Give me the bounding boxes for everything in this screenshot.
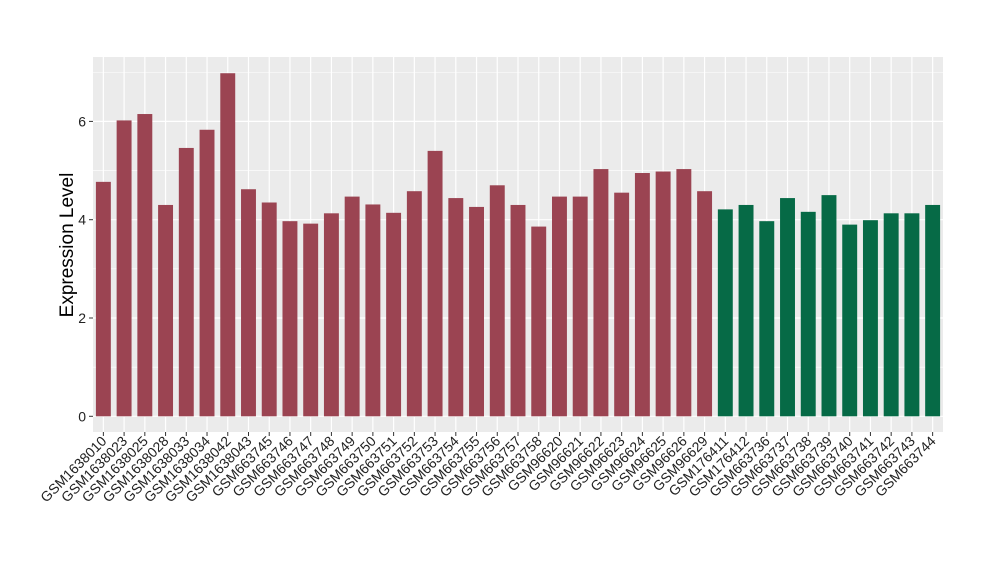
bar xyxy=(676,169,692,417)
bar xyxy=(862,220,878,417)
bar xyxy=(241,189,256,417)
bar xyxy=(842,224,858,417)
bar xyxy=(614,192,630,417)
bar xyxy=(116,120,132,417)
bar xyxy=(800,211,816,417)
bar xyxy=(95,181,111,417)
y-tick-label: 0 xyxy=(78,408,86,424)
bar xyxy=(303,223,319,417)
bar xyxy=(406,191,422,417)
bar xyxy=(655,171,671,417)
y-tick-label: 6 xyxy=(78,113,86,129)
y-axis-title: Expression Level xyxy=(57,173,78,318)
bar xyxy=(220,73,236,417)
bar xyxy=(925,204,941,417)
bar xyxy=(552,196,567,417)
bar xyxy=(323,213,339,417)
bar xyxy=(904,213,920,417)
bar xyxy=(178,147,194,417)
bar xyxy=(282,221,298,417)
bar xyxy=(572,196,588,417)
bar xyxy=(821,195,837,417)
bar xyxy=(344,196,360,417)
bar xyxy=(158,204,174,417)
bar xyxy=(448,198,464,417)
bar xyxy=(883,213,899,417)
y-tick-label: 4 xyxy=(78,212,86,228)
bar xyxy=(593,169,609,417)
bar xyxy=(427,150,443,417)
bar xyxy=(697,191,713,417)
bar xyxy=(489,185,505,417)
bar xyxy=(531,226,547,417)
bar xyxy=(510,204,526,417)
bar xyxy=(386,212,402,417)
bar xyxy=(759,221,775,417)
bar xyxy=(137,114,153,417)
y-tick-label: 2 xyxy=(78,310,86,326)
bar xyxy=(365,204,381,417)
bar xyxy=(469,206,484,417)
bar xyxy=(738,204,754,417)
bar xyxy=(199,129,215,417)
bar xyxy=(261,202,277,417)
bar xyxy=(717,209,733,417)
bar xyxy=(780,198,795,417)
bar xyxy=(634,173,650,417)
